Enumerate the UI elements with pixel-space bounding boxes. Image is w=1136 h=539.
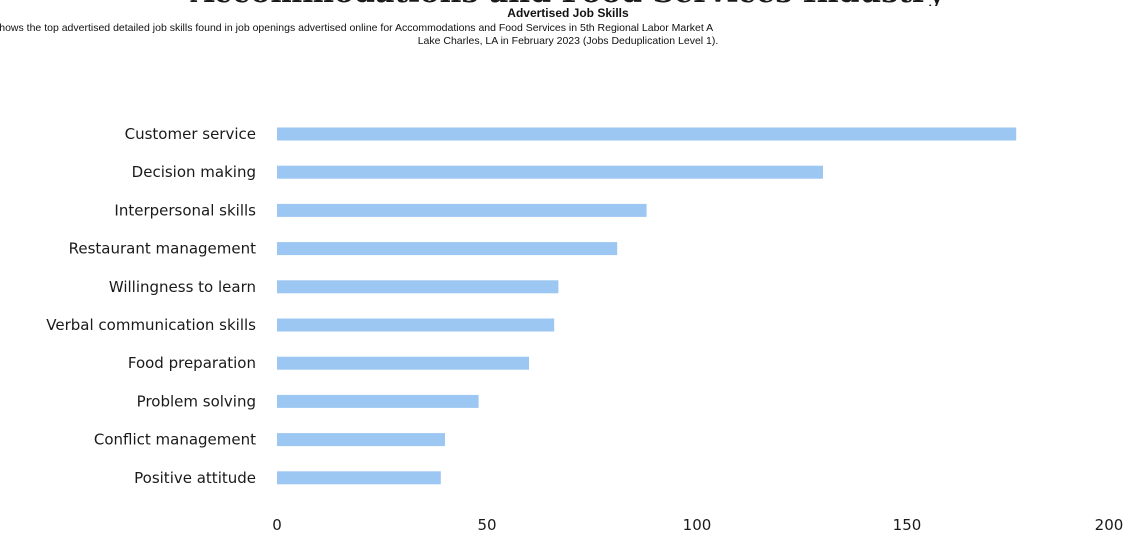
category-label: Interpersonal skills: [114, 201, 256, 219]
chart-header: Accommodations and Food Services Industr…: [0, 0, 1136, 70]
x-tick-label: 0: [272, 516, 282, 534]
bar: [277, 165, 823, 179]
bar: [277, 356, 529, 370]
category-label: Customer service: [125, 125, 256, 143]
x-tick-label: 100: [683, 516, 712, 534]
bar: [277, 203, 647, 217]
bar: [277, 433, 445, 447]
chart-subtitle: shows the top advertised detailed job sk…: [0, 22, 1136, 48]
x-tick-label: 50: [477, 516, 496, 534]
bar: [277, 127, 1017, 141]
bar: [277, 318, 555, 332]
category-label: Restaurant management: [69, 240, 256, 258]
category-label: Verbal communication skills: [46, 316, 256, 334]
chart-subtitle-line-2: Lake Charles, LA in February 2023 (Jobs …: [417, 35, 719, 47]
category-label: Food preparation: [128, 354, 256, 372]
x-tick-label: 200: [1095, 516, 1124, 534]
bar: [277, 471, 441, 485]
x-tick-label: 150: [893, 516, 922, 534]
bar: [277, 394, 479, 408]
category-label: Positive attitude: [134, 469, 256, 487]
chart-title: Advertised Job Skills: [0, 6, 1136, 20]
chart-subtitle-line-1: shows the top advertised detailed job sk…: [0, 22, 714, 34]
category-label: Conflict management: [94, 431, 256, 449]
category-label: Willingness to learn: [109, 278, 256, 296]
category-label: Decision making: [132, 163, 256, 181]
bar: [277, 280, 559, 294]
bar: [277, 242, 618, 256]
category-label: Problem solving: [137, 392, 256, 410]
clipped-page-heading: Accommodations and Food Services Industr…: [0, 0, 1136, 8]
bars: [277, 127, 1017, 485]
x-axis-tick-labels: 0 50 100 150 200: [272, 516, 1123, 534]
category-labels: Customer service Decision making Interpers…: [46, 125, 256, 487]
